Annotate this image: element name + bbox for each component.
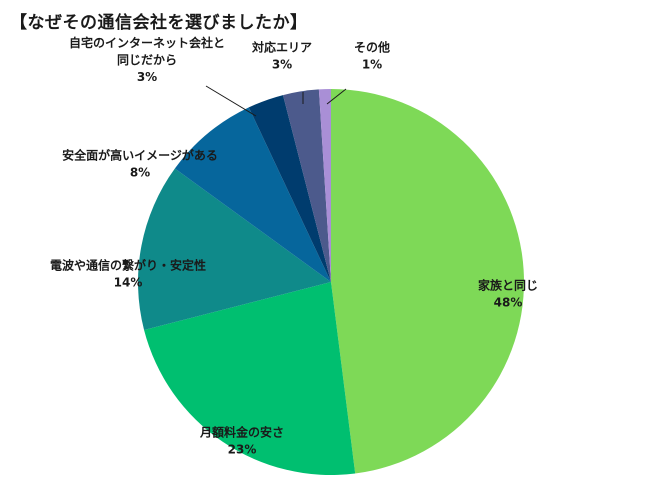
slice-label-2: 月額料金の安さ 23% [199, 425, 284, 457]
slice-value-2: 23% [228, 443, 257, 457]
pie-slice-4 [174, 107, 331, 282]
slice-label-5: 自宅のインターネット会社と同じだから 3% [69, 35, 225, 84]
slice-label-4: 安全面が高いイメージがある 8% [62, 148, 218, 180]
pie-slices [137, 89, 525, 475]
slice-label-7: その他 1% [354, 40, 390, 72]
pie-slice-6 [283, 89, 331, 282]
leader-line-5 [205, 85, 257, 117]
slice-label-6: 対応エリア 3% [251, 40, 312, 72]
slice-label-1: 家族と同じ 48% [478, 278, 538, 310]
pie-slice-7 [318, 89, 331, 282]
slice-value-6: 3% [272, 58, 292, 72]
leader-line-7 [326, 88, 347, 105]
slice-labels: 家族と同じ 48% 月額料金の安さ 23% 電波や通信の繋がり・安定性 14% 安全面が高い… [50, 35, 538, 457]
chart-title: 【なぜその通信会社を選びましたか】 [10, 13, 308, 33]
slice-value-3: 14% [114, 276, 143, 290]
pie-slice-1 [331, 89, 525, 474]
slice-value-4: 8% [130, 166, 150, 180]
pie-slice-5 [248, 95, 331, 283]
slice-value-5: 3% [137, 70, 157, 84]
slice-value-7: 1% [362, 58, 382, 72]
leader-lines [205, 85, 347, 117]
slice-label-3: 電波や通信の繋がり・安定性 14% [50, 258, 206, 290]
slice-value-1: 48% [494, 296, 523, 310]
pie-slice-3 [137, 168, 331, 330]
pie-slice-2 [144, 282, 356, 475]
